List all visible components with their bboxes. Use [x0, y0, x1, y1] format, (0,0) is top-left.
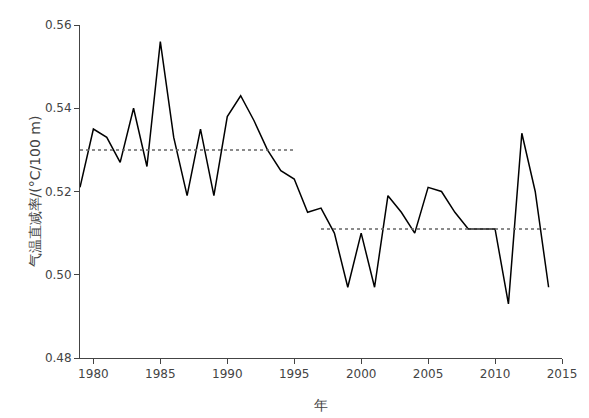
svg-text:0.50: 0.50 — [45, 268, 72, 282]
svg-text:1985: 1985 — [145, 367, 176, 381]
svg-text:0.48: 0.48 — [45, 351, 72, 365]
svg-text:0.56: 0.56 — [45, 18, 72, 32]
svg-text:0.52: 0.52 — [45, 185, 72, 199]
svg-text:年: 年 — [314, 397, 328, 413]
svg-text:1980: 1980 — [78, 367, 109, 381]
svg-text:0.54: 0.54 — [45, 101, 72, 115]
svg-text:2015: 2015 — [547, 367, 578, 381]
svg-text:气温直减率/(°C/100 m): 气温直减率/(°C/100 m) — [27, 116, 43, 268]
svg-text:2000: 2000 — [346, 367, 377, 381]
svg-text:2010: 2010 — [480, 367, 511, 381]
svg-text:1990: 1990 — [212, 367, 243, 381]
svg-text:1995: 1995 — [279, 367, 310, 381]
svg-text:2005: 2005 — [413, 367, 444, 381]
